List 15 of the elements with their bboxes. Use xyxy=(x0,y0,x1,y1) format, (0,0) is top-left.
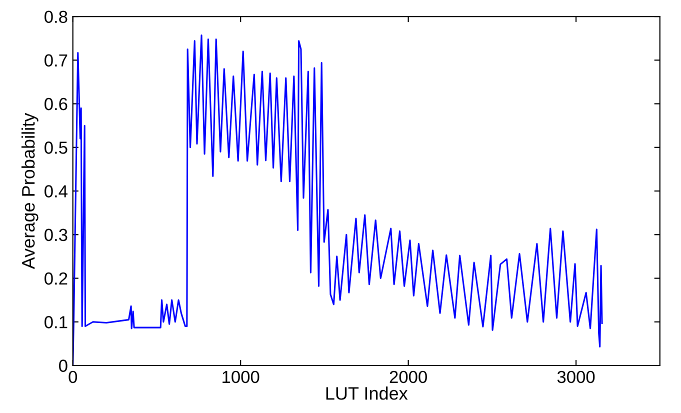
x-tick-label: 1000 xyxy=(222,370,260,384)
x-axis-title: LUT Index xyxy=(326,386,408,400)
y-tick-label: 0 xyxy=(59,360,68,372)
y-tick-label: 0.5 xyxy=(44,142,68,154)
y-tick-label: 0.1 xyxy=(44,316,68,328)
y-tick-label: 0.6 xyxy=(44,98,68,110)
x-tick-label: 0 xyxy=(68,370,78,384)
x-tick-label: 2000 xyxy=(390,370,427,384)
y-axis-title: Average Probability xyxy=(21,112,38,270)
y-tick-label: 0.8 xyxy=(44,10,68,23)
y-tick-label: 0.2 xyxy=(44,272,68,285)
y-tick-label: 0.3 xyxy=(44,228,68,242)
x-tick-label: 3000 xyxy=(557,370,595,384)
y-tick-label: 0.7 xyxy=(44,54,68,67)
y-tick-label: 0.4 xyxy=(44,185,68,198)
